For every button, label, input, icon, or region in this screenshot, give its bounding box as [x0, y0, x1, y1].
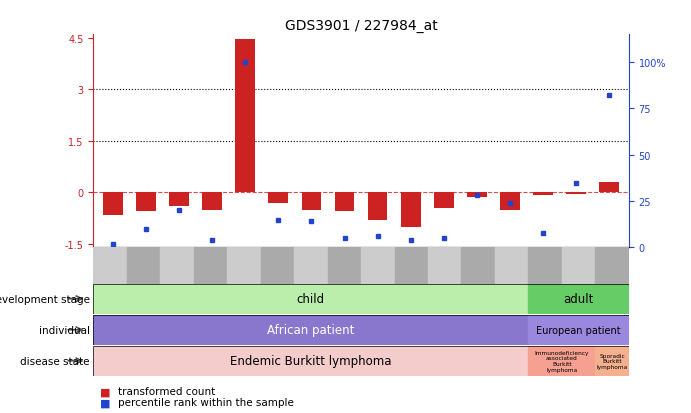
Bar: [599, 183, 619, 193]
Bar: [193, 248, 227, 284]
Bar: [467, 193, 486, 197]
Text: European patient: European patient: [536, 325, 621, 335]
Text: Endemic Burkitt lymphoma: Endemic Burkitt lymphoma: [230, 354, 392, 368]
Bar: [301, 193, 321, 210]
Bar: [294, 248, 328, 284]
Bar: [93, 248, 126, 284]
Bar: [533, 193, 553, 196]
Bar: [368, 193, 388, 221]
Bar: [566, 193, 586, 195]
Text: development stage: development stage: [0, 294, 90, 304]
Text: ■: ■: [100, 387, 111, 396]
Bar: [529, 284, 629, 314]
Bar: [103, 193, 123, 215]
Bar: [495, 248, 529, 284]
Text: percentile rank within the sample: percentile rank within the sample: [118, 397, 294, 407]
Bar: [529, 315, 629, 345]
Bar: [428, 248, 462, 284]
Bar: [227, 248, 261, 284]
Bar: [169, 193, 189, 206]
Bar: [93, 284, 529, 314]
Bar: [126, 248, 160, 284]
Bar: [529, 346, 596, 376]
Bar: [202, 193, 223, 210]
Text: child: child: [296, 292, 325, 306]
Bar: [562, 248, 596, 284]
Text: individual: individual: [39, 325, 90, 335]
Bar: [236, 40, 255, 193]
Text: ■: ■: [100, 397, 111, 407]
Bar: [269, 193, 288, 203]
Bar: [93, 346, 529, 376]
Text: Sporadic
Burkitt
lymphoma: Sporadic Burkitt lymphoma: [596, 353, 627, 369]
Bar: [334, 193, 354, 212]
Text: Immunodeficiency
associated
Burkitt
lymphoma: Immunodeficiency associated Burkitt lymp…: [535, 350, 589, 372]
Bar: [401, 193, 421, 227]
Bar: [596, 248, 629, 284]
Bar: [261, 248, 294, 284]
Text: disease state: disease state: [20, 356, 90, 366]
Bar: [500, 193, 520, 210]
Text: adult: adult: [563, 292, 594, 306]
Title: GDS3901 / 227984_at: GDS3901 / 227984_at: [285, 19, 437, 33]
Bar: [361, 248, 395, 284]
Text: transformed count: transformed count: [118, 387, 216, 396]
Bar: [462, 248, 495, 284]
Bar: [328, 248, 361, 284]
Bar: [395, 248, 428, 284]
Bar: [434, 193, 453, 208]
Bar: [93, 315, 529, 345]
Bar: [529, 248, 562, 284]
Bar: [160, 248, 193, 284]
Bar: [136, 193, 156, 212]
Text: African patient: African patient: [267, 323, 354, 337]
Bar: [596, 346, 629, 376]
